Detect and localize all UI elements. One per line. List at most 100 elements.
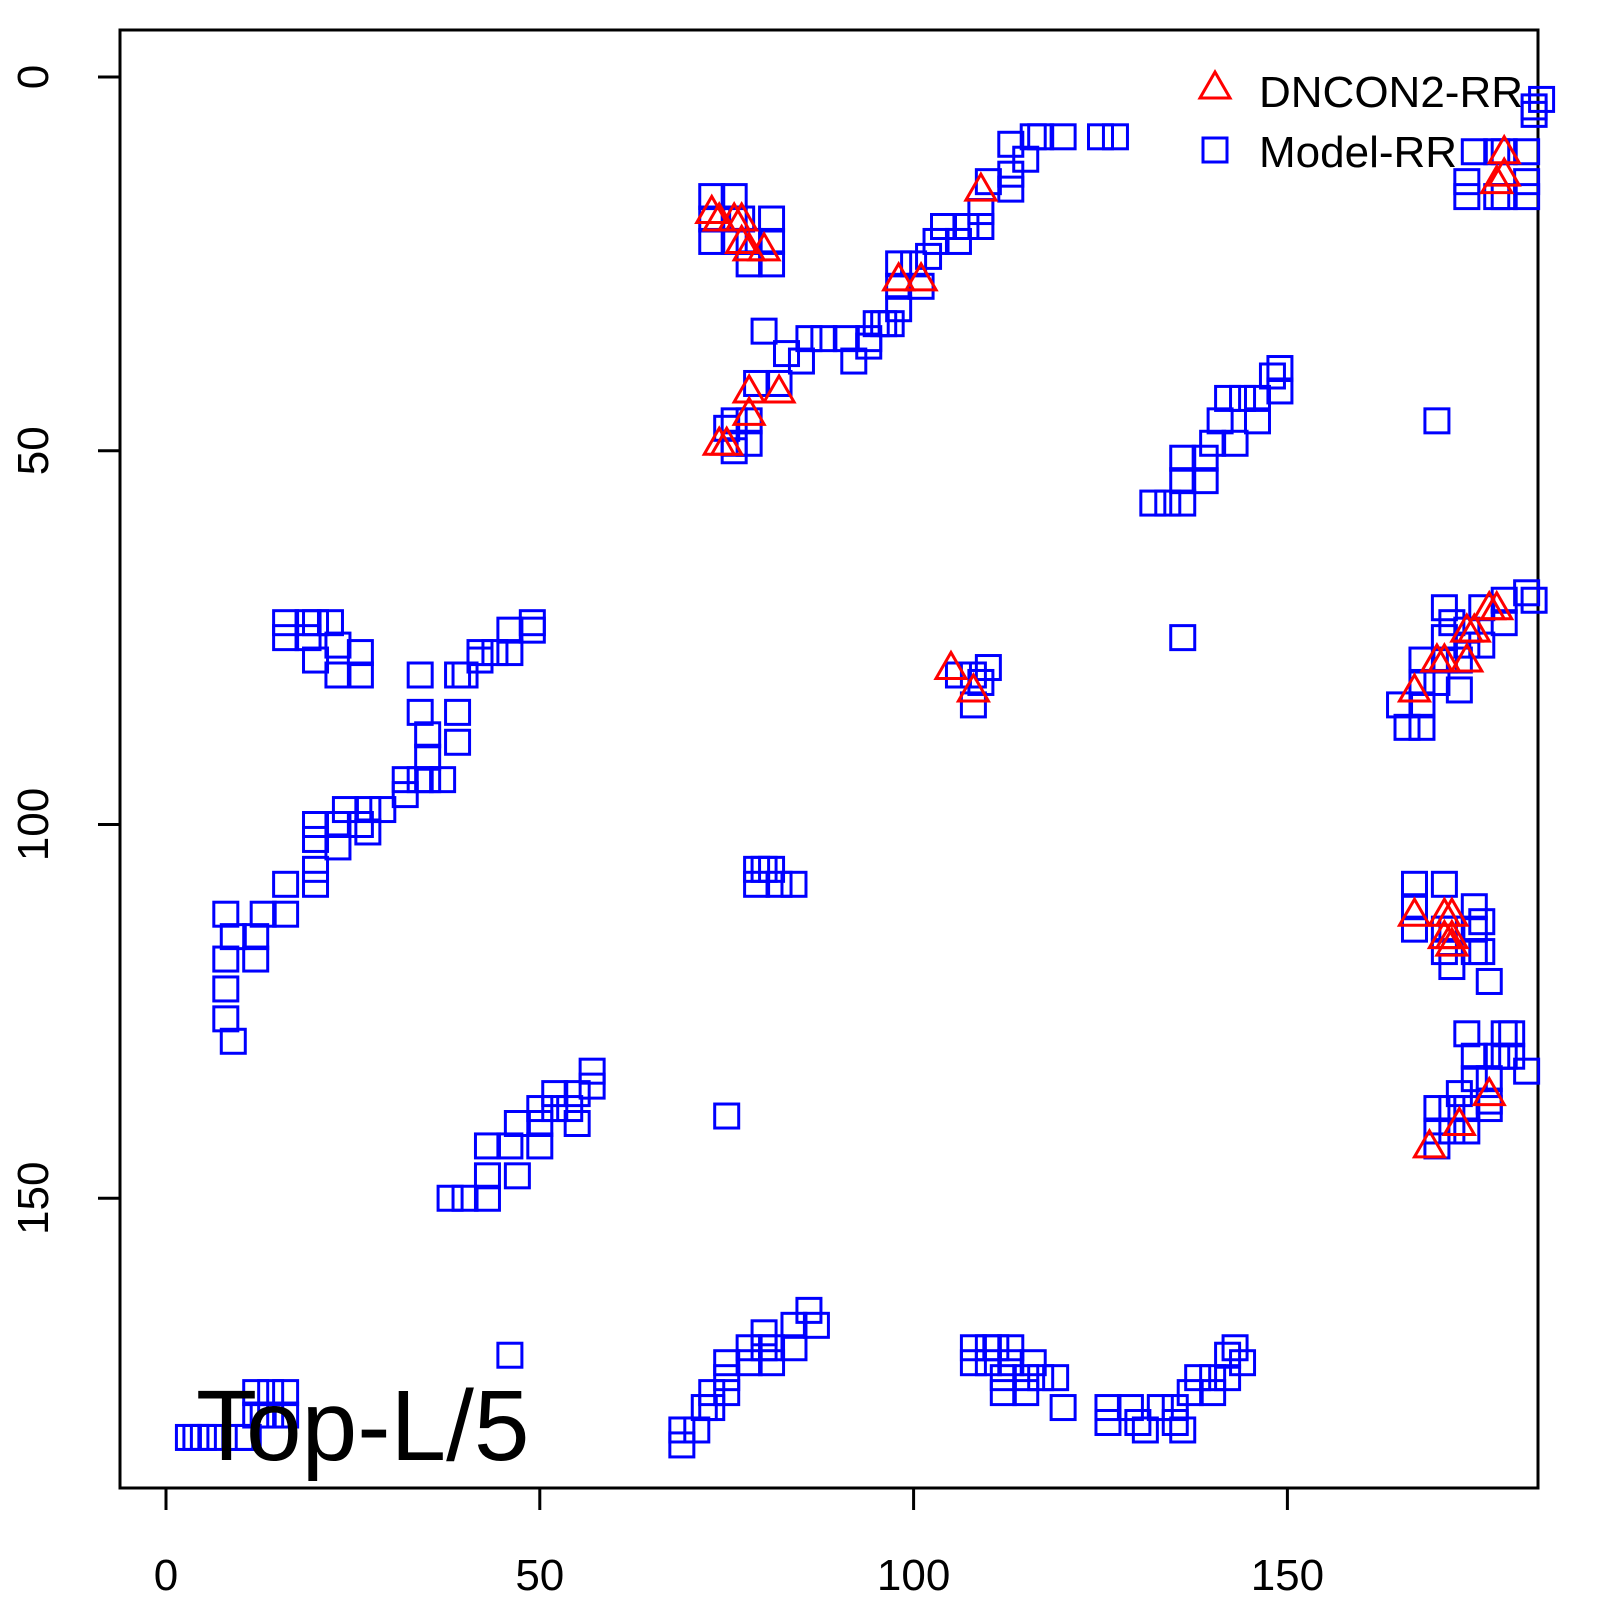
model-rr-point [272,609,300,637]
model-rr-point [444,698,472,726]
model-rr-point [915,242,943,270]
model-rr-point [1243,407,1271,435]
model-rr-point [1101,123,1129,151]
model-rr-point [735,1349,763,1377]
model-rr-point [1176,1379,1204,1407]
model-rr-point [1214,1341,1242,1369]
model-rr-point [1214,1364,1242,1392]
dncon2-rr-point [1396,671,1433,703]
model-rr-point [1453,168,1481,196]
model-rr-point [765,369,793,397]
legend-triangle-marker [1197,68,1233,100]
model-rr-point [1490,183,1518,211]
model-rr-point [877,310,905,338]
dncon2-rr-point [1434,918,1470,950]
model-rr-point [952,213,980,240]
model-rr-point [496,616,524,644]
model-rr-point [1423,407,1451,435]
model-rr-point [1124,1409,1152,1436]
y-tick-label: 100 [9,788,58,861]
model-rr-point [1206,407,1234,435]
model-rr-point [1460,1042,1488,1070]
dncon2-rr-point [1486,156,1522,187]
model-rr-point [212,945,240,973]
model-rr-point [1430,624,1458,652]
model-rr-point [1161,1409,1189,1436]
model-rr-point [720,183,748,211]
dncon2-rr-point [1449,642,1485,673]
x-tick-label: 150 [1251,1551,1324,1600]
model-rr-point [481,639,509,667]
model-rr-point [974,1334,1002,1362]
model-rr-point [1266,355,1294,383]
model-rr-point [780,1334,808,1362]
model-rr-point [750,317,778,345]
model-rr-point [997,160,1025,188]
model-rr-point [212,900,240,928]
model-rr-point [1154,489,1182,517]
model-rr-point [391,781,419,809]
model-rr-point [429,766,457,794]
model-rr-point [302,825,330,853]
model-rr-point [698,227,726,255]
model-rr-point [944,227,972,255]
model-rr-point [563,1080,591,1108]
model-rr-point [810,325,838,353]
model-rr-point [234,1423,262,1451]
model-rr-point [690,1394,718,1422]
model-rr-point [414,743,442,771]
model-rr-point [982,1334,1010,1362]
model-rr-point [1161,1394,1189,1422]
model-rr-point [758,855,786,883]
model-rr-point [578,1057,606,1085]
model-rr-point [1423,1095,1451,1123]
y-tick-label: 0 [9,65,58,89]
model-rr-point [989,1364,1017,1392]
model-rr-point [802,1311,830,1339]
model-rr-point [1430,594,1458,622]
dncon2-rr-point [694,193,730,225]
model-rr-point [1513,138,1541,166]
model-rr-point [563,1110,591,1137]
model-rr-point [1116,1394,1144,1422]
model-rr-point [324,833,352,861]
model-rr-point [1019,1349,1047,1377]
model-rr-point [496,1341,524,1369]
model-rr-point [466,646,494,674]
legend-label-dncon: DNCON2-RR [1259,68,1523,117]
model-rr-point [1393,713,1421,741]
model-rr-point [249,900,277,928]
x-tick-label: 50 [515,1551,564,1600]
model-rr-point [959,691,987,719]
model-rr-point [930,213,958,240]
model-rr-point [503,1110,531,1137]
model-rr-point [451,1184,479,1212]
model-rr-point [1483,183,1511,211]
model-rr-point [1191,467,1219,495]
model-rr-point [997,1334,1025,1362]
model-rr-point [272,1401,300,1429]
model-rr-point [713,1379,741,1407]
model-rr-point [406,661,434,689]
model-rr-point [1520,100,1548,128]
model-rr-point [855,332,883,360]
model-rr-point [1483,1042,1511,1070]
model-rr-point [302,811,330,838]
model-rr-point [473,1184,501,1212]
model-rr-point [1460,1065,1488,1093]
model-rr-point [758,1349,786,1377]
model-rr-point [1520,93,1548,121]
model-rr-point [496,639,524,667]
model-rr-point [773,340,801,368]
model-rr-point [997,175,1025,203]
model-rr-point [212,1005,240,1033]
model-rr-point [698,183,726,211]
model-rr-point [668,1431,696,1459]
model-rr-point [1453,631,1481,659]
model-rr-point [302,609,330,637]
model-rr-point [1468,631,1496,659]
model-rr-point [720,407,748,435]
model-rr-point [1438,953,1466,981]
model-rr-point [713,1102,741,1130]
